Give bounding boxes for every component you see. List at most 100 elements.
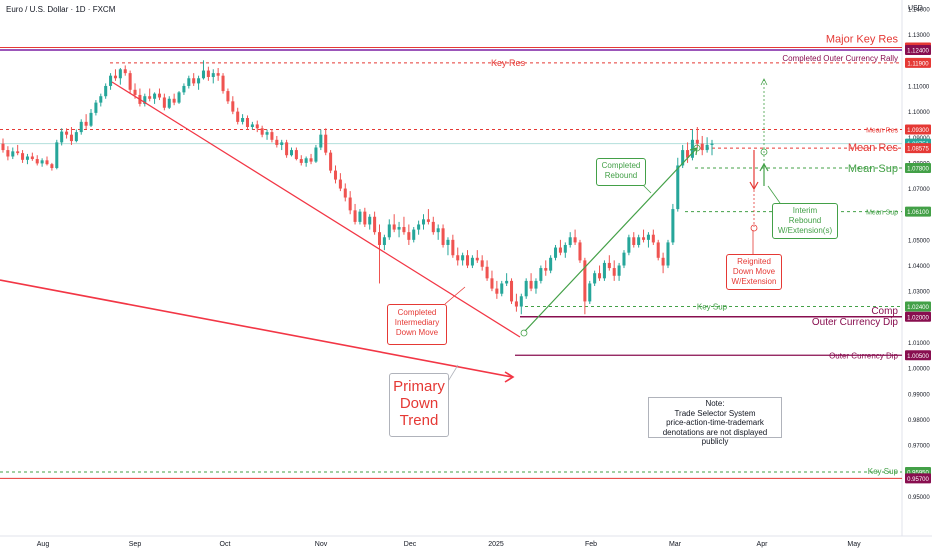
candle-body	[79, 121, 83, 133]
x-tick-label: Dec	[404, 541, 417, 548]
candle-body	[324, 134, 328, 153]
price-tag-label: 1.11900	[907, 61, 929, 67]
candle-body	[607, 262, 611, 269]
y-tick-label: 1.00000	[908, 367, 930, 373]
candle-body	[529, 280, 533, 289]
completed-rebound-arrowhead	[689, 147, 698, 156]
primary-down-trend-line1: Primary	[393, 378, 445, 395]
y-tick-label: 1.10000	[908, 110, 930, 116]
key-sup-label: Key Sup	[697, 303, 728, 312]
candle-body	[578, 242, 582, 261]
y-tick-label: 0.95000	[908, 495, 930, 501]
y-tick-label: 1.11000	[908, 84, 930, 90]
candle-body	[265, 132, 269, 135]
candle-body	[289, 150, 294, 156]
primary-down-trend-line2: Down	[399, 395, 439, 412]
candle-body	[167, 98, 171, 108]
price-tag	[905, 350, 931, 361]
mean-res-label: Mean Res	[848, 142, 899, 154]
candle-body	[55, 142, 59, 169]
x-tick-label: Mar	[669, 541, 682, 548]
candle-body	[558, 247, 562, 253]
candle-body	[622, 252, 626, 266]
candle-body	[299, 159, 303, 163]
x-tick-label: Apr	[757, 541, 769, 548]
y-tick-label: 1.13000	[908, 33, 930, 39]
key-res-label: Key Res	[491, 58, 526, 68]
candle-body	[348, 197, 352, 211]
candle-body	[563, 244, 567, 253]
candle-body	[426, 219, 430, 222]
candle-body	[192, 78, 196, 84]
price-tag-label: 1.07800	[907, 167, 929, 173]
candle-body	[275, 139, 279, 145]
y-tick-label: 1.05000	[908, 238, 930, 244]
candle-body	[412, 229, 416, 240]
candle-body	[466, 255, 470, 266]
comp-outer-dip-label: Outer Currency Dip	[812, 317, 899, 328]
primary-down-trend-callout: Primary Down Trend	[389, 373, 449, 437]
completed-rebound-callout: Completed Rebound	[596, 158, 646, 186]
candle-body	[461, 255, 465, 261]
candle-body	[197, 78, 201, 84]
key-sup-bottom-label: Key Sup	[868, 467, 899, 476]
reignited-down-line1: Reignited	[737, 257, 771, 266]
candle-body	[69, 134, 73, 142]
candle-body	[74, 132, 78, 142]
candle-body	[255, 124, 259, 129]
candle-body	[123, 69, 127, 74]
candle-body	[45, 160, 49, 165]
candle-body	[89, 112, 93, 126]
completed-outer-rally-label: Completed Outer Currency Rally	[782, 54, 898, 63]
candle-body	[30, 156, 34, 160]
candle-body	[133, 89, 137, 95]
candle-body	[65, 131, 69, 135]
candle-body	[500, 283, 504, 294]
candle-body	[182, 85, 186, 93]
mean-res-small-label: Mean Res	[866, 128, 898, 135]
candle-body	[50, 164, 54, 169]
candle-body	[211, 73, 215, 77]
price-tag-label: 1.08575	[907, 147, 929, 153]
candle-body	[480, 260, 484, 267]
candle-body	[35, 159, 39, 164]
candle-body	[172, 98, 176, 103]
candle-body	[392, 224, 396, 230]
candle-body	[285, 142, 289, 156]
candle-body	[417, 224, 421, 230]
candle-body	[231, 101, 235, 112]
reignited-down-line2: Down Move	[732, 267, 776, 276]
candle-body	[534, 280, 538, 289]
candle-body	[216, 73, 220, 76]
primary-down-trendline	[0, 279, 513, 378]
candle-body	[157, 93, 161, 98]
candle-body	[353, 210, 357, 222]
price-tag	[905, 45, 931, 56]
price-tag	[905, 124, 931, 135]
price-tag-label: 1.00500	[907, 354, 929, 360]
reignited-down-arrowhead	[749, 181, 759, 191]
completed-rebound-trendline	[524, 147, 698, 332]
y-tick-label: 0.97000	[908, 444, 930, 450]
interim-rebound-callout: Interim Rebound W/Extension(s)	[772, 203, 838, 239]
candle-body	[602, 262, 606, 279]
completed-intermediary-line3: Down Move	[395, 328, 439, 337]
candle-body	[524, 280, 528, 297]
candle-body	[495, 288, 499, 294]
price-tag-label: 1.02400	[907, 305, 929, 311]
candle-body	[436, 228, 440, 233]
y-tick-label: 0.99000	[908, 392, 930, 398]
candle-body	[397, 227, 401, 230]
candle-body	[695, 139, 699, 144]
candle-body	[221, 75, 225, 92]
x-tick-label: Sep	[129, 541, 142, 548]
currency-label: USD	[908, 5, 923, 12]
candle-body	[314, 147, 318, 162]
note-line2: Trade Selector System	[674, 408, 756, 418]
candle-body	[84, 121, 88, 126]
x-tick-label: May	[847, 541, 861, 548]
price-tag	[905, 206, 931, 217]
candle-body	[377, 232, 382, 245]
candle-body	[705, 144, 709, 151]
candle-body	[60, 131, 64, 143]
